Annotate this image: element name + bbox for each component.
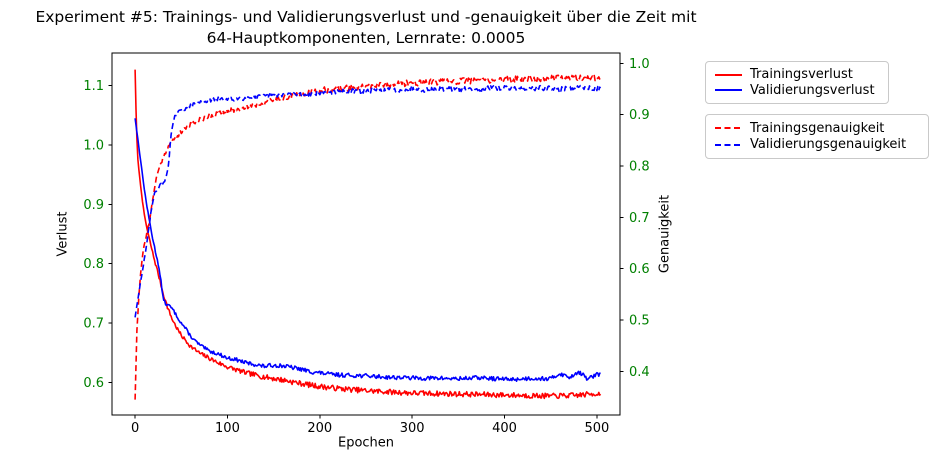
legend-accuracy: Trainingsgenauigkeit Validierungsgenauigk… [705,114,929,159]
legend-item: Validierungsgenauigkeit [715,137,919,154]
tick-label: 0.6 [629,262,650,277]
solid-line-swatch [715,89,742,92]
y-axis-label-left: Verlust [55,211,71,257]
series-loss-line [134,69,602,400]
y-axis-label-right: Genauigkeit [657,194,673,274]
legend-item: Trainingsverlust [715,67,879,83]
legend-label: Validierungsgenauigkeit [750,137,907,153]
legend-item: Validierungsverlust [715,83,879,99]
tick-label: 0.6 [83,376,104,391]
tick-label: 0.4 [629,365,650,380]
tick-label: 500 [584,421,609,436]
tick-label: 0.7 [629,211,650,226]
chart-title-line2: 64-Hauptkomponenten, Lernrate: 0.0005 [206,29,526,47]
tick-label: 1.1 [83,79,104,94]
tick-label: 0.7 [83,317,104,332]
tick-label: 200 [307,421,332,436]
legend-label: Trainingsgenauigkeit [750,120,885,136]
series-accuracy-line [134,73,601,400]
tick-label: 1.0 [83,139,104,154]
legend-label: Validierungsverlust [750,82,875,98]
series-loss-line [134,118,601,382]
tick-label: 100 [215,421,240,436]
legend-item: Trainingsgenauigkeit [715,120,919,137]
tick-label: 0.8 [629,160,650,175]
legend-label: Trainingsverlust [750,67,853,83]
chart-title-line1: Experiment #5: Trainings- und Validierun… [35,8,697,26]
dashed-line-swatch [715,127,742,130]
tick-label: 400 [492,421,517,436]
tick-label: 0.9 [83,198,104,213]
tick-label: 1.0 [629,57,650,72]
legend-loss: Trainingsverlust Validierungsverlust [705,61,889,104]
tick-label: 0 [131,421,139,436]
x-axis-label: Epochen [337,435,395,451]
chart-title: Experiment #5: Trainings- und Validierun… [0,7,732,49]
tick-label: 0.5 [629,314,650,329]
tick-label: 0.8 [83,257,104,272]
solid-line-swatch [715,73,742,76]
tick-label: 300 [400,421,425,436]
tick-label: 0.9 [629,108,650,123]
dashed-line-swatch [715,143,742,146]
series-accuracy-line [134,84,602,318]
